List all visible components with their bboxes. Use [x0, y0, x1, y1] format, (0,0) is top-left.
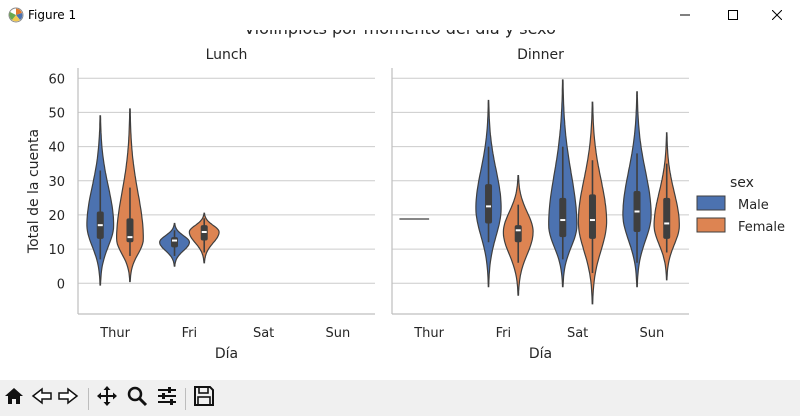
facet-dinner: Thur Fri Sat Sun Día Dinner [391, 47, 689, 362]
x-tick-label: Fri [182, 326, 198, 341]
x-tick-label: Sat [567, 326, 588, 341]
maximize-button[interactable] [710, 0, 756, 30]
iqr-box [514, 225, 522, 243]
legend-title: sex [730, 175, 754, 191]
toolbar-separator [88, 388, 89, 410]
iqr-box [485, 184, 493, 224]
close-icon [772, 10, 782, 20]
facet-lunch: 0 10 20 30 40 50 60 Total de la cuenta Thur Fri Sa… [26, 47, 375, 362]
configure-subplots-button[interactable] [155, 386, 179, 410]
minimize-button[interactable] [662, 0, 708, 30]
x-axis-label: Día [215, 346, 238, 362]
legend-swatch-female [696, 217, 726, 233]
x-tick-label: Sun [326, 326, 351, 341]
forward-icon [57, 385, 79, 411]
toolbar-separator [185, 388, 186, 410]
zoom-button[interactable] [125, 386, 149, 410]
facet-title: Lunch [206, 47, 248, 63]
x-tick-label: Sat [253, 326, 274, 341]
maximize-icon [728, 10, 738, 20]
minimize-icon [680, 10, 690, 20]
y-tick-label: 0 [57, 277, 65, 292]
legend-label-female: Female [738, 220, 785, 235]
y-tick-label: 40 [48, 141, 65, 156]
legend: sex Male Female [696, 175, 785, 235]
matplotlib-icon [8, 7, 24, 23]
y-tick-label: 20 [48, 209, 65, 224]
y-tick-label: 60 [48, 72, 65, 87]
y-tick-label: 10 [48, 243, 65, 258]
y-axis-label: Total de la cuenta [26, 129, 42, 254]
figure-canvas[interactable]: Violinplots por momento del día y sexo 0… [0, 19, 800, 380]
title-bar: Figure 1 [0, 0, 800, 30]
pan-icon [96, 385, 118, 411]
legend-swatch-male [696, 195, 726, 211]
configure-subplots-icon [156, 385, 178, 411]
home-icon [3, 385, 25, 411]
home-button[interactable] [2, 386, 26, 410]
close-button[interactable] [754, 0, 800, 30]
iqr-box [588, 194, 596, 239]
legend-label-male: Male [738, 198, 769, 213]
iqr-box [663, 197, 671, 239]
forward-button[interactable] [56, 386, 80, 410]
x-tick-label: Fri [496, 326, 512, 341]
iqr-box [126, 218, 134, 243]
zoom-icon [126, 385, 148, 411]
x-tick-label: Thur [413, 326, 444, 341]
pan-button[interactable] [95, 386, 119, 410]
x-tick-label: Thur [99, 326, 130, 341]
iqr-box [171, 237, 179, 248]
x-tick-label: Sun [640, 326, 665, 341]
back-icon [31, 385, 53, 411]
x-axis-label: Día [529, 346, 552, 362]
back-button[interactable] [30, 386, 54, 410]
save-button[interactable] [192, 386, 216, 410]
y-tick-label: 50 [48, 106, 65, 121]
figure-suptitle: Violinplots por momento del día y sexo [244, 30, 556, 38]
navigation-toolbar [0, 380, 800, 416]
save-icon [193, 385, 215, 411]
window-title: Figure 1 [28, 8, 77, 22]
iqr-box [559, 197, 567, 238]
facet-title: Dinner [517, 47, 564, 63]
violin-plot: Violinplots por momento del día y sexo 0… [26, 19, 785, 362]
y-tick-label: 30 [48, 175, 65, 190]
